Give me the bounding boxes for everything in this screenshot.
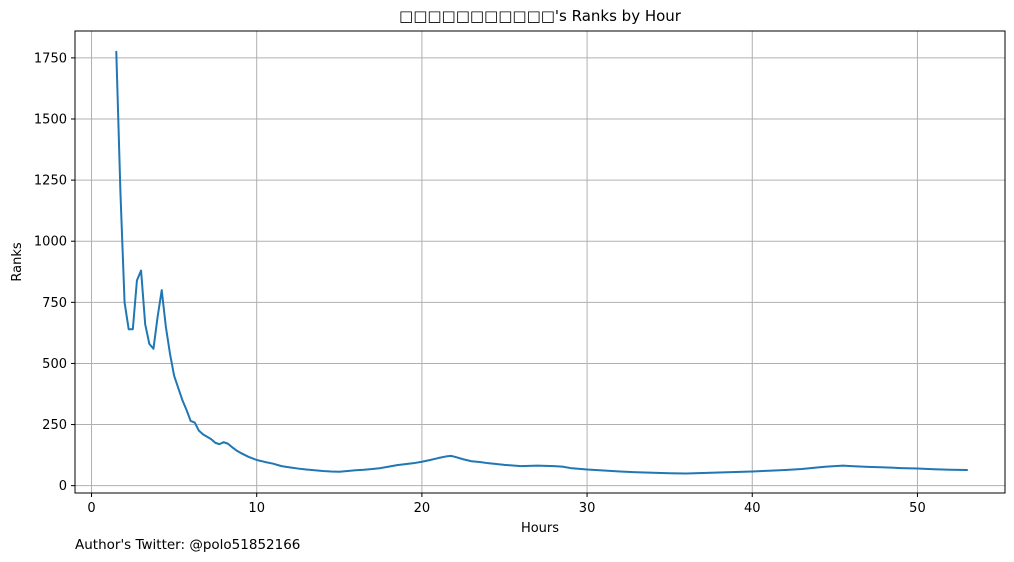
y-axis-title: Ranks [10,242,25,281]
series-layer [115,50,969,475]
x-tick-label: 50 [909,501,926,516]
grid [75,31,1005,493]
x-tick-label: 0 [87,501,95,516]
x-tick-label: 40 [744,501,761,516]
y-tick-label: 1250 [34,174,67,189]
y-tick-label: 1500 [34,113,67,128]
y-tick-label: 1750 [34,51,67,66]
plot-frame [74,30,1006,494]
series-line [115,50,969,475]
plot-area [75,31,1005,493]
chart-title: □□□□□□□□□□□'s Ranks by Hour [399,7,682,25]
y-tick-label: 750 [42,296,67,311]
x-tick-label: 30 [579,501,596,516]
y-tick-label: 0 [59,479,67,494]
x-tick-label: 20 [414,501,431,516]
x-axis-title: Hours [521,521,559,536]
author-credit: Author's Twitter: @polo51852166 [75,537,301,553]
x-tick-label: 10 [248,501,265,516]
y-tick-label: 250 [42,418,67,433]
y-tick-label: 500 [42,357,67,372]
y-tick-label: 1000 [34,235,67,250]
